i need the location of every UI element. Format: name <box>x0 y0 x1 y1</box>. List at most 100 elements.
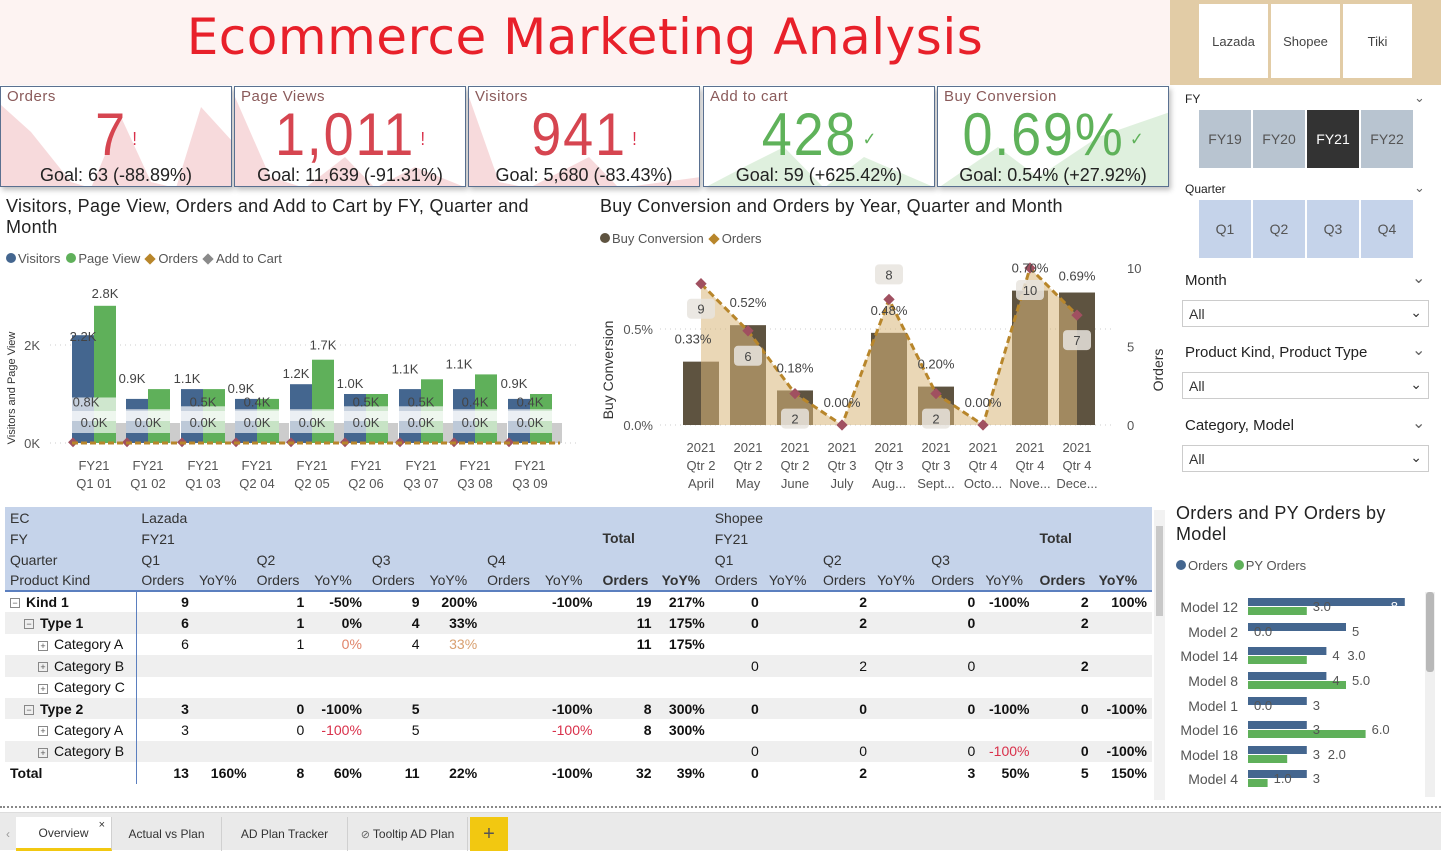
header-yoy[interactable]: YoY% <box>763 570 818 591</box>
data-label-visitors: 1.1K <box>174 371 201 386</box>
orders-marker[interactable] <box>836 419 848 431</box>
header-orders[interactable]: Orders <box>709 570 764 591</box>
header-orders[interactable]: Orders <box>597 570 657 591</box>
tab-overview[interactable]: Overview × <box>16 817 112 851</box>
header-yoy[interactable]: YoY% <box>309 570 367 591</box>
quarter-tile-q2[interactable]: Q2 <box>1253 200 1305 258</box>
hidden-eye-icon: ⊘ <box>360 828 370 841</box>
expand-icon[interactable]: + <box>38 640 48 651</box>
data-label-py-orders: 5.0 <box>1352 673 1370 688</box>
quarter-tile-q3[interactable]: Q3 <box>1307 200 1359 258</box>
orders-marker[interactable] <box>977 419 989 431</box>
table-cell: 3 <box>181 722 189 739</box>
bar-py-orders[interactable] <box>1248 656 1307 664</box>
x-tick-label: FY21 <box>187 458 218 473</box>
bar-py-orders[interactable] <box>1248 681 1346 689</box>
legend-item-orders[interactable]: Orders <box>1176 558 1228 573</box>
data-label-py-orders: 2.0 <box>1328 747 1346 762</box>
product-dropdown[interactable]: All ⌄ <box>1182 372 1429 399</box>
collapse-icon[interactable]: − <box>10 598 20 609</box>
month-dropdown[interactable]: All ⌄ <box>1182 300 1429 327</box>
model-chart-scrollbar[interactable] <box>1425 592 1435 797</box>
kpi-value-text: 428 <box>761 101 858 168</box>
tab-ad-plan-tracker[interactable]: AD Plan Tracker <box>222 817 348 851</box>
bar-py-orders[interactable] <box>1248 730 1366 738</box>
fy-tile-fy19[interactable]: FY19 <box>1199 110 1251 168</box>
expand-icon[interactable]: + <box>38 683 48 694</box>
bar-orders[interactable] <box>1248 770 1307 778</box>
ec-button-tiki[interactable]: Tiki <box>1343 4 1412 78</box>
bar-orders[interactable] <box>1248 647 1327 655</box>
orders-marker[interactable] <box>930 387 942 400</box>
header-orders[interactable]: Orders <box>926 570 981 591</box>
bar-orders[interactable] <box>1248 746 1307 754</box>
chevron-down-icon[interactable]: ⌄ <box>1412 342 1426 359</box>
fy-tile-fy22[interactable]: FY22 <box>1361 110 1413 168</box>
add-page-button[interactable]: + <box>470 817 508 851</box>
legend-item-orders[interactable]: Orders <box>708 231 762 246</box>
chevron-down-icon[interactable]: ⌄ <box>1414 90 1425 105</box>
orders-marker[interactable] <box>1024 262 1036 274</box>
header-yoy[interactable]: YoY% <box>539 570 598 591</box>
bar-py-orders[interactable] <box>1248 779 1268 787</box>
tab-tooltip-ad-plan[interactable]: ⊘ Tooltip AD Plan <box>348 817 468 851</box>
fy-tile-fy20[interactable]: FY20 <box>1253 110 1305 168</box>
x-tick-label: FY21 <box>78 458 109 473</box>
expand-icon[interactable]: + <box>38 726 48 737</box>
tab-actual-vs-plan[interactable]: Actual vs Plan <box>112 817 222 851</box>
kpi-card-page-views[interactable]: Page Views 1,011! Goal: 11,639 (-91.31%) <box>234 86 466 187</box>
ec-button-shopee[interactable]: Shopee <box>1271 4 1340 78</box>
header-yoy[interactable]: YoY% <box>980 570 1035 591</box>
orders-marker[interactable] <box>742 325 754 337</box>
kpi-card-add-to-cart[interactable]: Add to cart 428 ✓ Goal: 59 (+625.42%) <box>703 86 935 187</box>
fy-tile-fy21[interactable]: FY21 <box>1307 110 1359 168</box>
header-orders[interactable]: Orders <box>1034 570 1094 591</box>
bar-orders[interactable] <box>1248 623 1346 631</box>
legend-item-py-orders[interactable]: PY Orders <box>1233 558 1306 573</box>
header-yoy[interactable]: YoY% <box>1093 570 1152 591</box>
legend-item-buy-conversion[interactable]: Buy Conversion <box>600 231 704 246</box>
quarter-tile-q1[interactable]: Q1 <box>1199 200 1251 258</box>
header-yoy[interactable]: YoY% <box>193 570 252 591</box>
header-orders[interactable]: Orders <box>482 570 540 591</box>
bar-py-orders[interactable] <box>1248 755 1288 763</box>
bar-orders[interactable] <box>1248 672 1327 680</box>
ec-button-lazada[interactable]: Lazada <box>1199 4 1268 78</box>
category-dropdown[interactable]: All ⌄ <box>1182 445 1429 472</box>
data-label-orders: 3 <box>1313 722 1320 737</box>
chevron-down-icon[interactable]: ⌄ <box>1412 270 1426 287</box>
collapse-icon[interactable]: − <box>24 619 34 630</box>
table-cell: 0 <box>709 697 764 720</box>
kpi-card-visitors[interactable]: Visitors 941! Goal: 5,680 (-83.43%) <box>468 86 700 187</box>
chevron-down-icon[interactable]: ⌄ <box>1412 415 1426 432</box>
close-icon[interactable]: × <box>98 819 105 831</box>
scrollbar-thumb[interactable] <box>1156 526 1163 616</box>
header-yoy[interactable]: YoY% <box>424 570 483 591</box>
scrollbar-thumb[interactable] <box>1426 592 1434 672</box>
header-orders[interactable]: Orders <box>136 570 194 591</box>
chevron-down-icon[interactable]: ⌄ <box>1414 180 1425 195</box>
legend-item-page-view[interactable]: Page View <box>66 251 140 266</box>
header-orders[interactable]: Orders <box>251 570 310 591</box>
tab-scroll-left-icon[interactable]: ‹ <box>6 827 10 841</box>
header-orders[interactable]: Orders <box>817 570 873 591</box>
matrix-vertical-scrollbar[interactable] <box>1154 510 1165 800</box>
kpi-card-buy-conversion[interactable]: Buy Conversion 0.69% ✓ Goal: 0.54% (+27.92%… <box>937 86 1169 187</box>
orders-marker[interactable] <box>789 387 801 400</box>
bar-orders[interactable] <box>1248 598 1405 606</box>
legend-item-add-to-cart[interactable]: Add to Cart <box>202 251 282 266</box>
header-yoy[interactable]: YoY% <box>656 570 710 591</box>
quarter-tile-q4[interactable]: Q4 <box>1361 200 1413 258</box>
expand-icon[interactable]: + <box>38 747 48 758</box>
legend-item-visitors[interactable]: Visitors <box>6 251 60 266</box>
header-yoy[interactable]: YoY% <box>872 570 927 591</box>
header-orders[interactable]: Orders <box>366 570 425 591</box>
orders-marker[interactable] <box>1071 309 1083 321</box>
kpi-card-orders[interactable]: Orders 7! Goal: 63 (-88.89%) <box>0 86 232 187</box>
bar-orders[interactable] <box>1248 721 1307 729</box>
bar-orders[interactable] <box>1248 697 1307 705</box>
legend-item-orders[interactable]: Orders <box>144 251 198 266</box>
expand-icon[interactable]: + <box>38 662 48 673</box>
bar-py-orders[interactable] <box>1248 607 1307 615</box>
collapse-icon[interactable]: − <box>24 704 34 715</box>
